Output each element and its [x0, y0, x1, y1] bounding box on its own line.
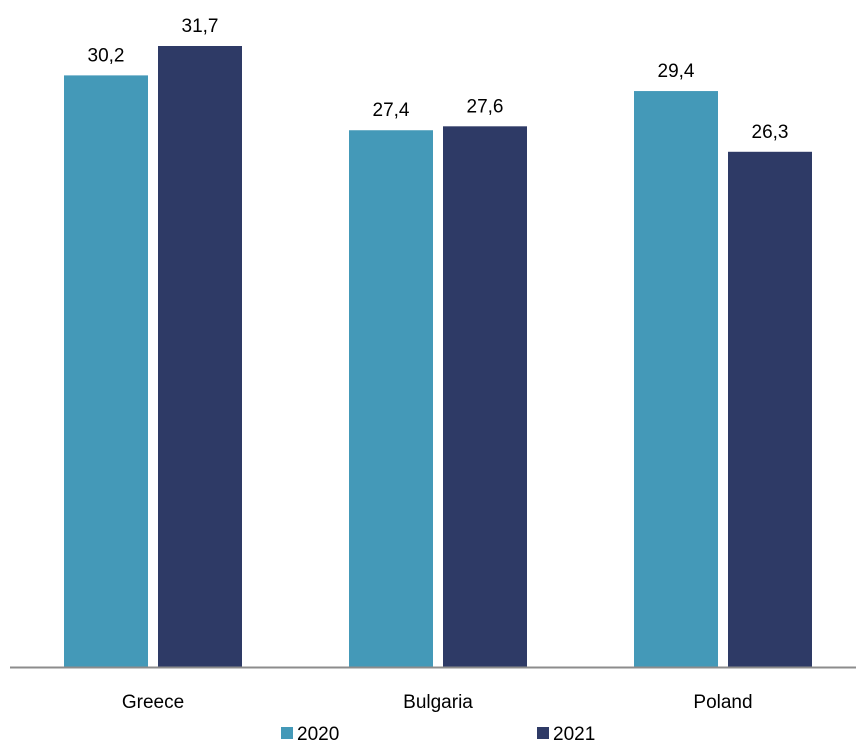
x-tick-labels-layer: Greece Bulgaria Poland [122, 692, 753, 713]
bar-poland-2021 [728, 151, 812, 667]
x-tick-label-bulgaria: Bulgaria [403, 692, 473, 713]
x-tick-label-greece: Greece [122, 692, 184, 713]
bar-bulgaria-2020 [349, 130, 433, 668]
legend-swatch-2020 [281, 727, 293, 739]
data-label-poland-2020: 29,4 [658, 61, 695, 82]
bar-bulgaria-2021 [443, 126, 527, 668]
bar-greece-2021 [158, 46, 242, 667]
legend-swatch-2021 [537, 727, 549, 739]
bar-greece-2020 [64, 75, 148, 667]
data-labels-layer: 30,2 31,7 27,4 27,6 29,4 26,3 [88, 16, 789, 143]
data-label-bulgaria-2020: 27,4 [373, 100, 410, 121]
data-label-poland-2021: 26,3 [752, 122, 789, 143]
data-label-bulgaria-2021: 27,6 [467, 96, 504, 117]
bars-layer [64, 46, 812, 668]
data-label-greece-2020: 30,2 [88, 45, 125, 66]
data-label-greece-2021: 31,7 [182, 16, 219, 37]
legend-label-2020: 2020 [297, 724, 339, 745]
bar-poland-2020 [634, 91, 718, 668]
legend: 2020 2021 [281, 724, 595, 745]
x-tick-label-poland: Poland [693, 692, 752, 713]
legend-label-2021: 2021 [553, 724, 595, 745]
